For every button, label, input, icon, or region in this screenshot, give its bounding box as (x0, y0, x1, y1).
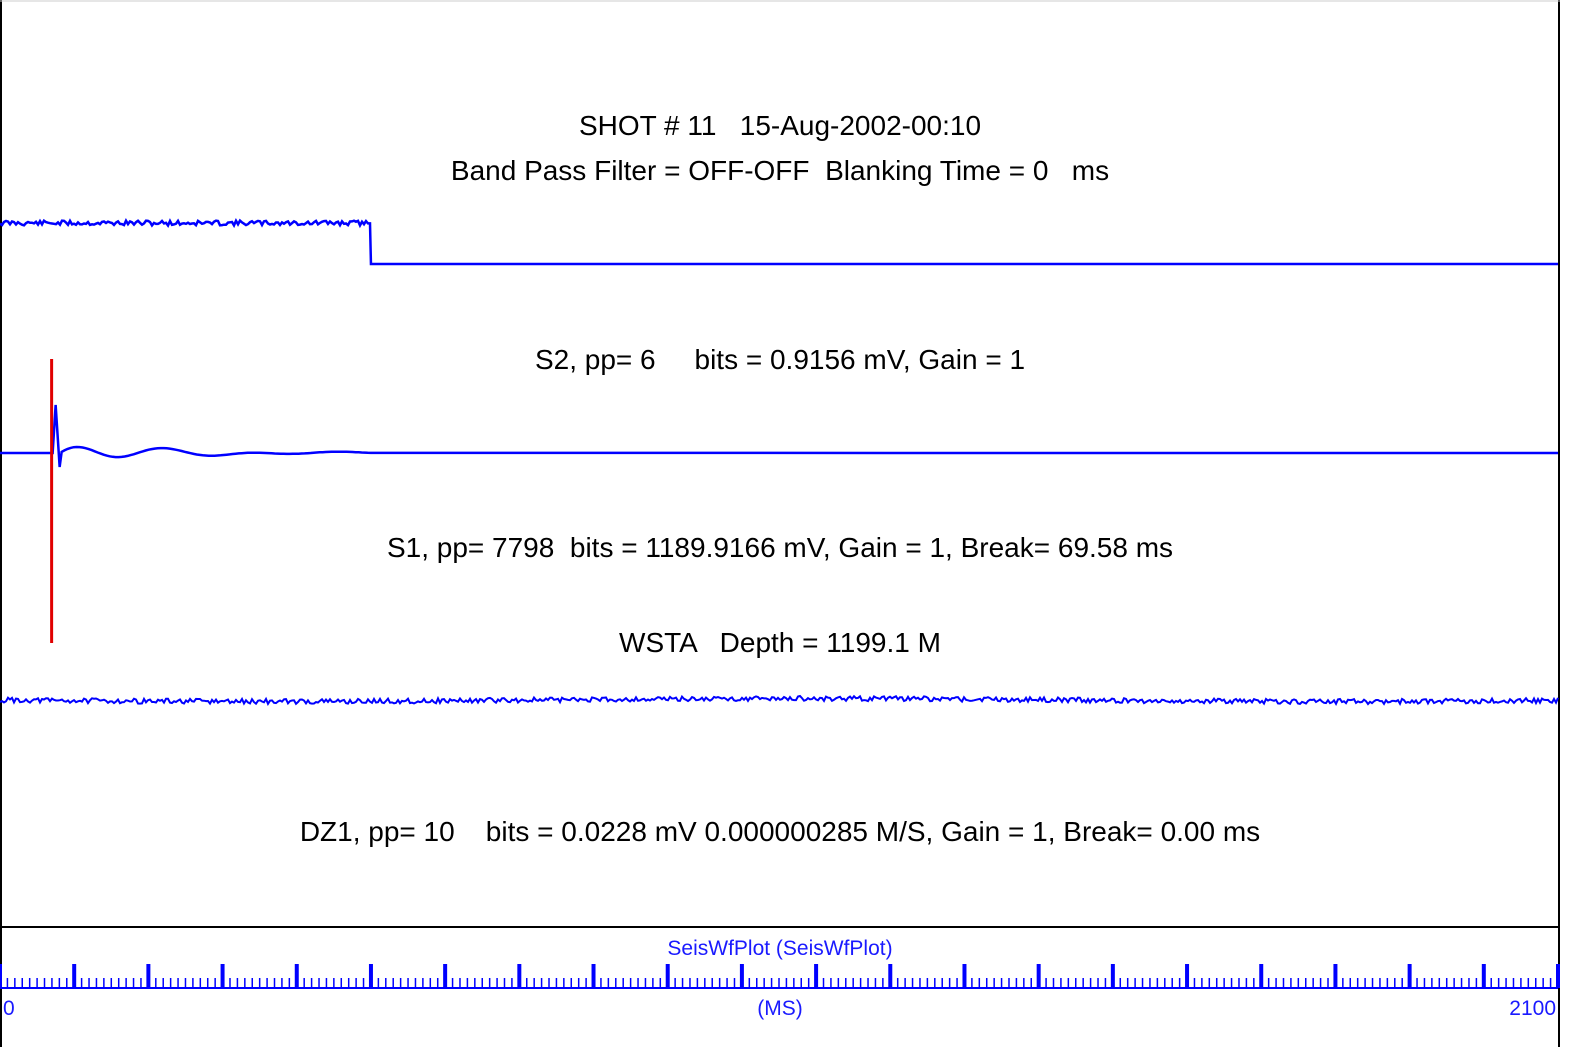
axis-min-label: 0 (3, 997, 15, 1020)
filter-info: Band Pass Filter = OFF-OFF Blanking Time… (450, 155, 1110, 186)
plot-frame (0, 0, 1560, 1047)
traces-group (0, 217, 1559, 706)
trace-dz1 (0, 694, 1559, 706)
axis-unit-label: (MS) (757, 997, 803, 1020)
channel-label-wsta: WSTA Depth = 1199.1 M (619, 627, 941, 658)
trace-s2 (0, 217, 1558, 266)
channel-label-s1: S1, pp= 7798 bits = 1189.9166 mV, Gain =… (386, 532, 1174, 563)
shot-title: SHOT # 11 15-Aug-2002-00:10 (578, 110, 982, 141)
trace-s1 (0, 404, 1559, 468)
plot-footer-title: SeisWfPlot (SeisWfPlot) (667, 937, 893, 960)
axis-max-label: 2100 (1509, 997, 1556, 1020)
channel-label-dz1: DZ1, pp= 10 bits = 0.0228 mV 0.000000285… (299, 816, 1261, 847)
channel-label-s2: S2, pp= 6 bits = 0.9156 mV, Gain = 1 (534, 344, 1026, 375)
time-axis (0, 964, 1560, 989)
